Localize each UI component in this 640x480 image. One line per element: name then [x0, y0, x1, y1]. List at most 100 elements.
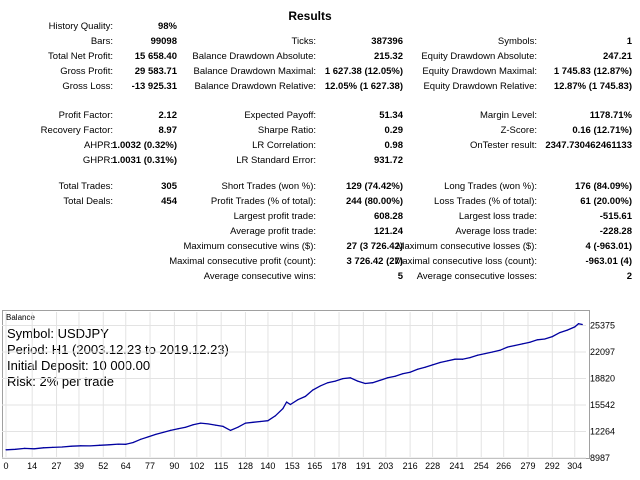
balance-point [199, 422, 202, 424]
y-tick-label: 25375 [590, 320, 615, 330]
stat-label-largest-profit-trade: Largest profit trade: [233, 211, 316, 222]
x-tick-label: 216 [403, 461, 418, 471]
stat-label-loss-trades-of-total: Loss Trades (% of total): [434, 196, 537, 207]
stat-label-total-deals: Total Deals: [63, 196, 113, 207]
x-tick-label: 165 [307, 461, 322, 471]
balance-point [42, 447, 45, 449]
x-tick-label: 39 [74, 461, 84, 471]
balance-point [372, 382, 374, 384]
stat-label-short-trades-won: Short Trades (won %): [221, 181, 316, 192]
balance-point [229, 429, 232, 432]
balance-point [132, 441, 134, 444]
balance-point [357, 380, 359, 382]
balance-point [566, 329, 568, 331]
x-tick-label: 254 [474, 461, 489, 471]
balance-point [342, 378, 344, 380]
x-tick-label: 153 [285, 461, 300, 471]
balance-point [252, 421, 254, 423]
stat-value-average-consecutive-losses: 2 [626, 271, 632, 282]
stat-value-balance-drawdown-relative: 12.05% (1 627.38) [324, 81, 403, 92]
stat-value-largest-profit-trade: 608.28 [373, 211, 403, 222]
balance-point [14, 448, 16, 450]
balance-point [521, 343, 523, 345]
chart-title: Balance [6, 313, 35, 322]
x-tick-label: 178 [332, 461, 347, 471]
stat-value-maximum-consecutive-wins: 27 (3 726.42) [346, 241, 403, 252]
results-report: Results History Quality: 98% Bars: 99098 Tot… [41, 9, 632, 282]
balance-point [147, 436, 149, 438]
balance-point [574, 326, 576, 328]
stat-label-average-profit-trade: Average profit trade: [230, 226, 316, 237]
chart-info-period: Period: H1 (2003.12.23 to 2019.12.23) [7, 342, 229, 357]
balance-point [581, 323, 583, 326]
x-tick-label: 90 [169, 461, 179, 471]
stat-label-balance-drawdown-maximal: Balance Drawdown Maximal: [193, 66, 317, 77]
stat-value-z-score: 0.16 (12.71%) [572, 125, 632, 136]
balance-point [559, 331, 561, 334]
x-tick-label: 115 [214, 461, 228, 471]
x-tick-label: 52 [98, 461, 108, 471]
stat-value-long-trades-won: 176 (84.09%) [574, 181, 632, 192]
balance-point [274, 415, 277, 417]
stat-label-history-quality: History Quality: [48, 21, 113, 32]
balance-point [140, 438, 142, 440]
stat-label-lr-standard-error: LR Standard Error: [236, 155, 316, 166]
balance-point [70, 445, 73, 447]
balance-point [237, 426, 239, 428]
balance-point [439, 361, 441, 364]
balance-point [214, 424, 217, 426]
stat-value-equity-drawdown-absolute: 247.21 [602, 51, 632, 62]
balance-point [170, 429, 172, 432]
stat-label-sharpe-ratio: Sharpe Ratio: [257, 125, 316, 136]
stat-label-maximum-consecutive-losses: Maximum consecutive losses ($): [396, 241, 537, 252]
stat-label-balance-drawdown-absolute: Balance Drawdown Absolute: [192, 51, 316, 62]
y-tick-label: 22097 [590, 347, 615, 357]
x-tick-label: 64 [121, 461, 131, 471]
stat-value-history-quality: 98% [157, 21, 177, 32]
stat-value-ticks: 387396 [371, 36, 403, 47]
x-tick-label: 0 [3, 461, 8, 471]
stat-value-expected-payoff: 51.34 [379, 110, 403, 121]
x-tick-label: 191 [356, 461, 371, 471]
balance-point [155, 433, 157, 436]
stat-value-total-trades: 305 [161, 181, 177, 192]
stat-value-ghpr: 1.0031 (0.31%) [112, 155, 177, 166]
stat-value-average-loss-trade: -228.28 [599, 226, 632, 237]
stat-value-average-consecutive-wins: 5 [397, 271, 403, 282]
stat-value-margin-level: 1178.71% [589, 110, 632, 121]
balance-point [454, 358, 456, 360]
stat-value-maximal-consecutive-profit-count: 3 726.42 (27) [346, 256, 403, 267]
stat-label-total-trades: Total Trades: [58, 181, 113, 192]
balance-point [61, 446, 63, 448]
stat-value-equity-drawdown-maximal: 1 745.83 (12.87%) [553, 66, 632, 77]
stat-label-balance-drawdown-relative: Balance Drawdown Relative: [194, 81, 316, 92]
stat-value-largest-loss-trade: -515.61 [599, 211, 632, 222]
balance-point [364, 382, 366, 385]
balance-point [267, 420, 269, 422]
stat-label-ontester-result: OnTester result: [469, 140, 537, 151]
balance-point [551, 335, 553, 338]
report-title: Results [288, 9, 332, 23]
balance-point [334, 380, 336, 382]
balance-point [469, 357, 471, 359]
stat-value-sharpe-ratio: 0.29 [384, 125, 404, 136]
balance-point [304, 395, 306, 398]
stat-value-recovery-factor: 8.97 [158, 125, 178, 136]
stat-label-ticks: Ticks: [291, 36, 316, 47]
x-tick-label: 102 [189, 461, 204, 471]
stat-value-maximal-consecutive-loss-count: -963.01 (4) [585, 256, 632, 267]
balance-point [484, 352, 486, 355]
stat-value-bars: 99098 [150, 36, 177, 47]
balance-point [185, 426, 187, 428]
balance-point [297, 399, 299, 401]
x-tick-label: 266 [496, 461, 511, 471]
x-tick-label: 228 [425, 461, 440, 471]
stat-label-equity-drawdown-relative: Equity Drawdown Relative: [423, 81, 537, 92]
balance-point [207, 423, 209, 425]
x-tick-label: 27 [52, 461, 62, 471]
y-tick-label: 8987 [590, 453, 610, 463]
balance-point [446, 360, 449, 362]
stat-value-profit-factor: 2.12 [158, 110, 178, 121]
stat-label-maximal-consecutive-profit-count: Maximal consecutive profit (count): [169, 256, 316, 267]
balance-chart-panel [2, 310, 590, 459]
